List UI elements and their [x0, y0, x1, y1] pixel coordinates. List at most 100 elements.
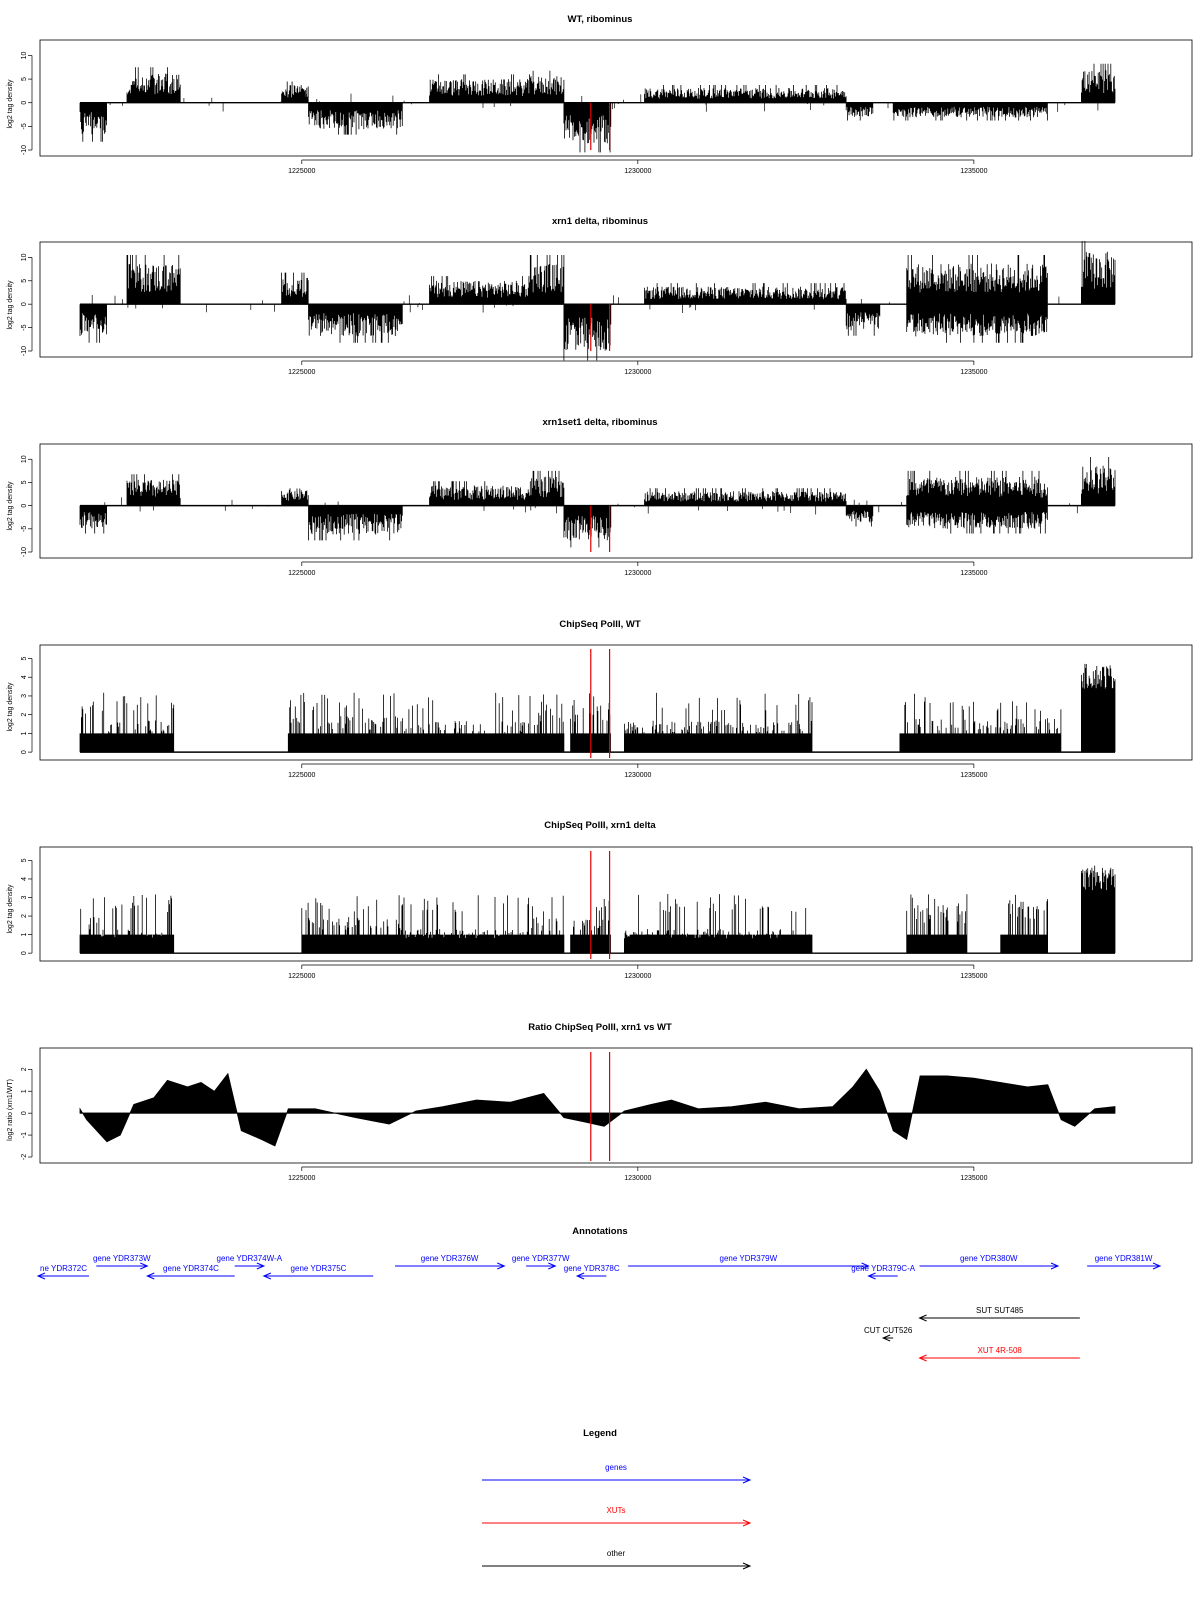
y-tick-label: 5 — [21, 858, 28, 862]
density-block — [99, 692, 175, 753]
y-tick-label: 0 — [21, 1111, 28, 1115]
density-bars — [570, 693, 611, 753]
arrow-head — [575, 1272, 585, 1280]
density-bars — [126, 67, 181, 103]
annotation-feature: ne YDR372C — [36, 1264, 89, 1280]
annotations-title: Annotations — [572, 1226, 627, 1237]
density-block — [402, 895, 531, 954]
density-block — [529, 694, 565, 753]
density-bars — [1081, 865, 1116, 954]
density-block — [126, 255, 181, 305]
annotation-feature: gene YDR379W — [628, 1254, 870, 1270]
density-bars — [845, 304, 881, 336]
density-bars — [624, 692, 813, 753]
density-block — [973, 102, 1048, 121]
y-tick-label: 0 — [21, 750, 28, 754]
plot-frame — [39, 644, 1193, 761]
x-tick-label: 1230000 — [624, 369, 651, 376]
plot-area-chipseq-xrn1: 0 1 2 3 4 5 1225000 1230000 1235000 — [21, 846, 1193, 980]
density-bars — [126, 255, 181, 305]
plot-area-wt-ribominus: -10 -5 0 5 10 1225000 1230000 1235000 — [21, 39, 1193, 175]
annotation-feature: gene YDR380W — [919, 1254, 1060, 1270]
y-tick-label: -10 — [21, 547, 28, 557]
density-bars — [79, 701, 100, 753]
y-tick-label: -10 — [21, 145, 28, 155]
density-block — [563, 304, 612, 361]
y-tick-label: -1 — [21, 1132, 28, 1138]
legend-label: XUTs — [606, 1506, 625, 1515]
x-tick-label: 1225000 — [288, 772, 315, 779]
density-block — [570, 899, 611, 954]
density-block — [126, 67, 181, 103]
density-block — [906, 505, 1048, 534]
density-bars — [892, 102, 975, 121]
density-block — [308, 505, 403, 541]
density-bars — [906, 255, 1048, 305]
density-block — [308, 304, 403, 343]
plot-frame — [39, 39, 1193, 157]
x-tick-label: 1230000 — [624, 168, 651, 175]
density-bars — [906, 304, 1048, 343]
y-tick-label: 1 — [21, 731, 28, 735]
density-block — [308, 102, 403, 135]
x-tick-label: 1235000 — [960, 168, 987, 175]
density-block — [1000, 894, 1048, 954]
density-bars — [845, 505, 874, 527]
density-block — [287, 692, 403, 753]
annotation-feature: gene YDR379C-A — [851, 1264, 916, 1280]
x-tick-label: 1230000 — [624, 772, 651, 779]
legend-item: other — [482, 1549, 752, 1570]
feature-label: XUT 4R-508 — [978, 1346, 1023, 1355]
legend-title: Legend — [583, 1428, 617, 1439]
arrow-head — [918, 1314, 927, 1322]
density-bars — [1081, 63, 1116, 103]
y-axis-label: log2 ratio (xrn1/WT) — [7, 1079, 14, 1141]
plot-frame — [39, 846, 1193, 962]
density-block — [624, 894, 813, 954]
density-block — [429, 481, 531, 506]
y-axis-label: log2 tag density — [7, 682, 14, 732]
density-bars — [79, 102, 107, 142]
x-tick-label: 1235000 — [960, 973, 987, 980]
arrow-head — [36, 1272, 46, 1280]
y-tick-label: 5 — [21, 77, 28, 81]
arrow-head — [881, 1334, 891, 1342]
arrow-head — [1050, 1262, 1060, 1270]
density-block — [126, 474, 181, 506]
plot-frame — [39, 1047, 1193, 1164]
density-bars — [529, 255, 565, 305]
y-tick-label: 1 — [21, 933, 28, 937]
panel-chipseq-ratio: Ratio ChipSeq PolII, xrn1 vs WT log2 rat… — [7, 1022, 1193, 1182]
density-bars — [906, 505, 1048, 534]
density-block — [1081, 241, 1116, 305]
panel-chipseq-xrn1: ChipSeq PolII, xrn1 delta log2 tag densi… — [7, 820, 1193, 980]
density-block — [79, 701, 100, 753]
density-block — [1081, 457, 1116, 506]
density-bars — [529, 895, 565, 954]
y-tick-label: 4 — [21, 877, 28, 881]
density-bars — [973, 102, 1048, 121]
density-bars — [624, 894, 813, 954]
x-tick-label: 1235000 — [960, 772, 987, 779]
density-block — [1081, 63, 1116, 103]
arrow-head — [146, 1272, 155, 1280]
density-block — [570, 693, 611, 753]
density-block — [301, 895, 403, 954]
density-block — [529, 470, 565, 506]
x-tick-label: 1230000 — [624, 1175, 651, 1182]
density-block — [1081, 663, 1116, 753]
density-bars — [429, 74, 531, 103]
density-block — [845, 505, 874, 527]
panel-xrn1set1-ribominus: xrn1set1 delta, ribominus log2 tag densi… — [7, 417, 1193, 577]
feature-label: gene YDR379C-A — [851, 1264, 916, 1273]
density-block — [429, 276, 531, 305]
y-tick-label: 5 — [21, 279, 28, 283]
x-tick-label: 1225000 — [288, 1175, 315, 1182]
density-block — [529, 255, 565, 305]
density-bars — [1081, 663, 1116, 753]
feature-label: gene YDR377W — [512, 1254, 570, 1263]
annotation-feature: gene YDR374W-A — [217, 1254, 283, 1270]
arrow-head — [742, 1562, 752, 1570]
density-block — [563, 102, 612, 153]
